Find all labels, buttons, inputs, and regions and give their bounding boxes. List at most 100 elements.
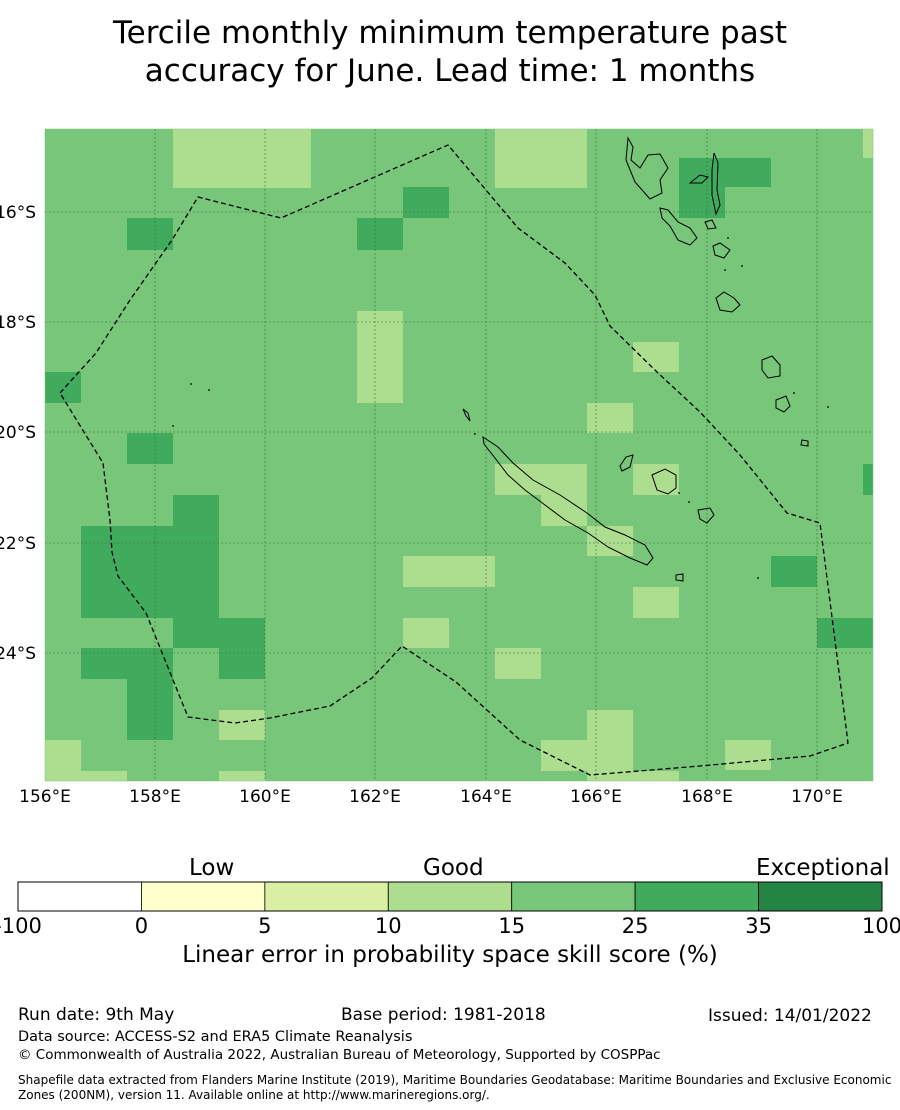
skill-cell: [81, 771, 127, 781]
colorbar-segment: [387, 881, 513, 912]
skill-cell: [587, 710, 633, 771]
skill-cell: [127, 679, 173, 740]
lon-label: 158°E: [129, 787, 181, 807]
skill-cell: [495, 464, 587, 495]
skill-cell: [45, 740, 81, 781]
new-caledonia-island: [482, 435, 654, 566]
legend-category-good: Good: [423, 855, 484, 881]
map-frame: [44, 128, 874, 782]
lat-label: 22°S: [0, 534, 36, 554]
lon-label: 166°E: [570, 787, 622, 807]
colorbar-tick-label: 100: [862, 914, 900, 938]
colorbar-segment: [17, 881, 142, 912]
skill-cell: [863, 464, 873, 495]
islet-outline: [462, 408, 471, 422]
efate-island-outline: [715, 291, 741, 313]
colorbar-tick-label: 10: [375, 914, 402, 938]
skill-cell: [81, 648, 173, 679]
malakula-island-outline: [659, 207, 698, 246]
legend-category-exceptional: Exceptional: [756, 855, 890, 881]
loyalty-island-outline: [651, 468, 677, 495]
land-outlines: [462, 136, 809, 582]
skill-cell: [403, 618, 449, 648]
skill-cell: [587, 771, 679, 781]
skill-cell: [127, 218, 173, 250]
skill-cell: [127, 433, 173, 464]
erromango-island-outline: [761, 355, 781, 379]
map-title: Tercile monthly minimum temperature past…: [0, 14, 900, 90]
skill-cell: [679, 187, 725, 218]
lon-label: 162°E: [349, 787, 401, 807]
colorbar: [17, 881, 883, 912]
shapefile-credit: Shapefile data extracted from Flanders M…: [18, 1073, 892, 1102]
skill-cell: [863, 129, 873, 158]
skill-cells: [45, 129, 873, 781]
legend-category-low: Low: [189, 855, 235, 881]
lat-label: 16°S: [0, 203, 36, 223]
loyalty-island-outline: [697, 507, 715, 524]
lat-label: 18°S: [0, 313, 36, 333]
skill-cell: [219, 648, 265, 679]
skill-cell: [587, 526, 633, 556]
islet-outline: [704, 219, 717, 230]
maewo-island-outline: [711, 152, 721, 216]
colorbar-tick-labels: -100 0 5 10 15 25 35 100: [0, 914, 900, 938]
skill-cell: [679, 158, 771, 187]
issued-date: Issued: 14/01/2022: [708, 1006, 872, 1026]
colorbar-segment: [264, 881, 389, 912]
data-source: Data source: ACCESS-S2 and ERA5 Climate …: [18, 1029, 413, 1045]
epi-island-outline: [712, 242, 731, 259]
skill-cell: [633, 587, 679, 618]
colorbar-tick-label: 5: [258, 914, 271, 938]
lon-label: 160°E: [239, 787, 291, 807]
eez-boundary: [59, 144, 849, 776]
map-title-line-1: Tercile monthly minimum temperature past: [112, 15, 788, 51]
skill-cell: [357, 311, 403, 403]
skill-cell: [587, 403, 633, 433]
skill-cell: [81, 526, 219, 618]
skill-cell: [219, 710, 265, 740]
graticule: [45, 129, 873, 781]
lon-label: 168°E: [681, 787, 733, 807]
map-background: [45, 129, 873, 781]
colorbar-tick-label: 0: [135, 914, 148, 938]
colorbar-tick-label: 25: [622, 914, 649, 938]
longitude-labels: 156°E 158°E 160°E 162°E 164°E 166°E 168°E 170°E: [19, 787, 843, 807]
colorbar-frame: [17, 881, 883, 912]
colorbar-tick-label: 35: [745, 914, 772, 938]
skill-cell: [541, 740, 587, 771]
skill-cell: [219, 771, 265, 781]
skill-cell: [357, 218, 403, 250]
lon-label: 164°E: [460, 787, 512, 807]
skill-cell: [403, 556, 495, 587]
tanna-island-outline: [775, 395, 791, 413]
skill-cell: [173, 618, 265, 648]
run-date: Run date: 9th May: [18, 1005, 175, 1025]
base-period: Base period: 1981-2018: [341, 1005, 546, 1025]
loyalty-island-outline: [619, 454, 634, 472]
colorbar-segment: [141, 881, 266, 912]
skill-cell: [495, 129, 587, 188]
copyright: © Commonwealth of Australia 2022, Austra…: [18, 1047, 661, 1063]
skill-cell: [633, 342, 679, 372]
colorbar-tick-label: 15: [498, 914, 525, 938]
skill-cell: [403, 187, 449, 218]
santo-island-outline: [625, 136, 669, 200]
lon-label: 170°E: [791, 787, 843, 807]
lat-label: 24°S: [0, 644, 36, 664]
colorbar-segment: [511, 881, 636, 912]
skill-cell: [495, 648, 541, 679]
skill-cell: [817, 618, 873, 648]
skill-cell: [725, 740, 771, 770]
lat-label: 20°S: [0, 423, 36, 443]
latitude-labels: 16°S 18°S 20°S 22°S 24°S: [0, 203, 36, 664]
skill-cell: [173, 129, 311, 188]
skill-cell: [173, 495, 219, 526]
skill-cell: [633, 464, 679, 495]
islet-outline: [800, 439, 809, 447]
small-islets: [172, 237, 829, 579]
skill-cell: [771, 556, 817, 587]
colorbar-tick-label: -100: [0, 914, 42, 938]
colorbar-title: Linear error in probability space skill …: [182, 942, 718, 968]
